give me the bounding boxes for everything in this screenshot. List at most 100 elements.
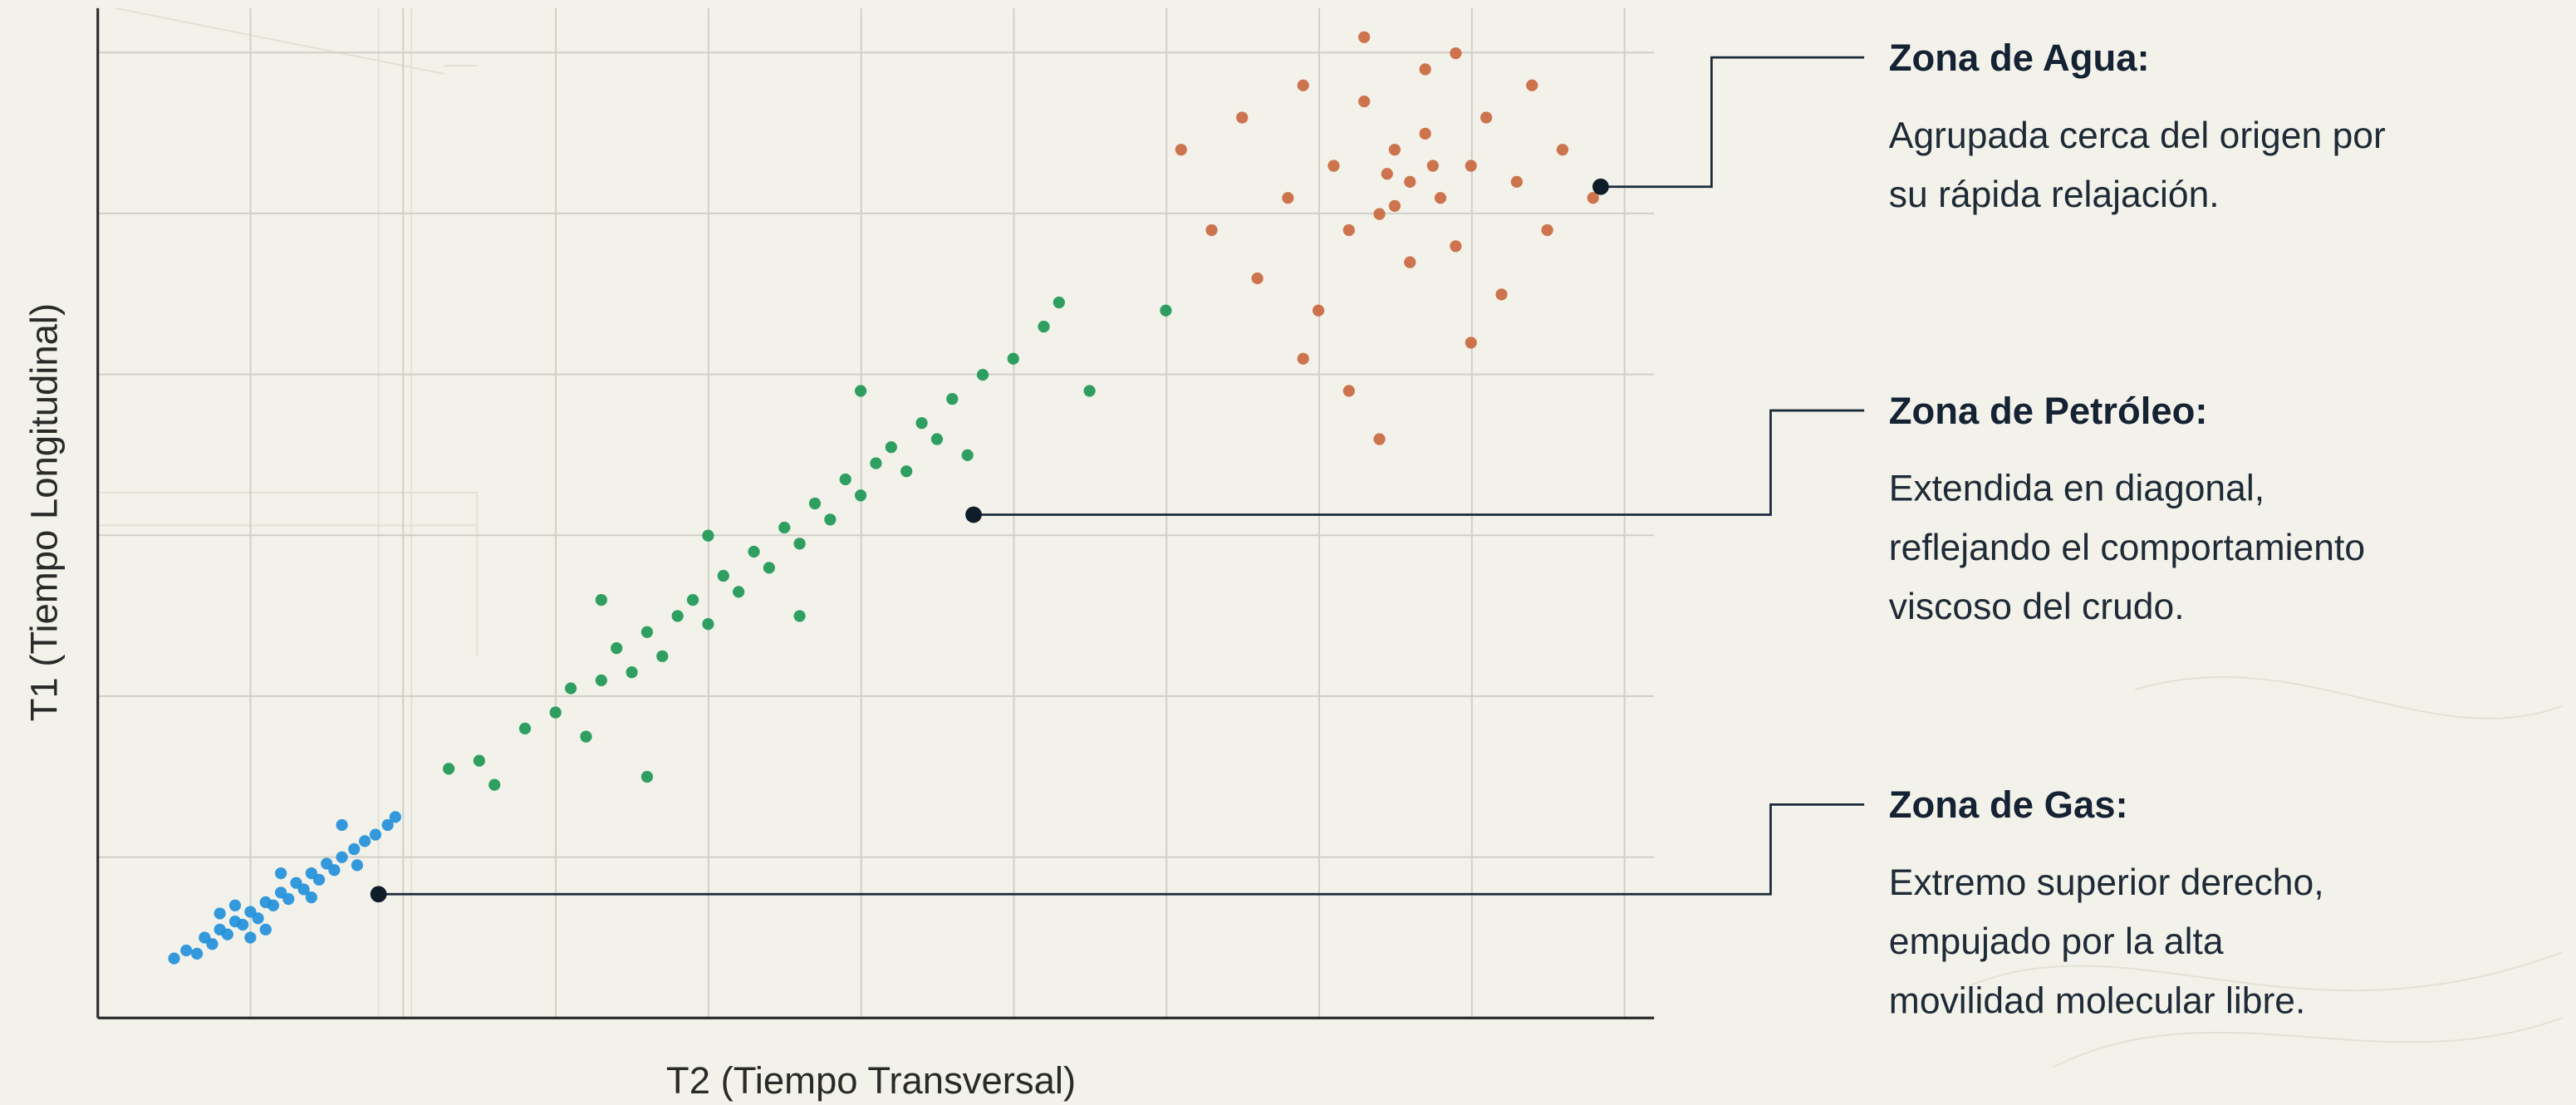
scatter-point xyxy=(351,859,364,872)
scatter-point xyxy=(1251,272,1263,285)
grid xyxy=(97,7,1655,1019)
scatter-point xyxy=(518,722,532,735)
scatter-point xyxy=(1342,385,1355,397)
scatter-point xyxy=(369,828,382,841)
scatter-point xyxy=(1297,79,1309,91)
scatter-point xyxy=(1160,304,1172,317)
scatter-point xyxy=(1327,160,1340,172)
annotation-text: reflejando el comportamiento xyxy=(1889,528,2365,568)
scatter-point xyxy=(1526,79,1538,91)
scatter-point xyxy=(180,944,193,957)
scatter-point xyxy=(1388,199,1401,213)
scatter-point xyxy=(1205,223,1218,237)
scatter-point xyxy=(1358,31,1371,43)
points xyxy=(168,31,1599,965)
scatter-point xyxy=(854,489,867,502)
scatter-point xyxy=(1038,320,1050,333)
scatter-point xyxy=(733,586,745,598)
scatter-point xyxy=(671,610,684,622)
scatter-point xyxy=(1404,256,1416,268)
scatter-point xyxy=(1419,63,1431,76)
scatter-point xyxy=(778,521,791,534)
scatter-point xyxy=(1434,192,1447,204)
scatter-point xyxy=(808,497,822,510)
scatter-point xyxy=(359,835,371,847)
annotation-text: viscoso del crudo. xyxy=(1889,587,2185,627)
scatter-point xyxy=(946,393,959,405)
scatter-point xyxy=(267,899,280,911)
scatter-point xyxy=(1510,175,1524,189)
scatter-point xyxy=(793,610,806,622)
scatter-point xyxy=(1373,433,1386,445)
y-axis-label: T1 (Tiempo Longitudinal) xyxy=(22,303,65,721)
annotation-dot xyxy=(370,886,387,903)
scatter-point xyxy=(1556,144,1569,156)
scatter-point xyxy=(763,562,776,574)
leader-line xyxy=(1600,56,1865,189)
scatter-point xyxy=(275,867,287,880)
scatter-point xyxy=(961,449,974,462)
scatter-point xyxy=(1313,304,1325,317)
scatter-point xyxy=(870,457,882,469)
scatter-point xyxy=(1358,96,1371,108)
scatter-point xyxy=(1480,111,1493,124)
annotation-text: Extremo superior derecho, xyxy=(1889,862,2324,903)
scatter-point xyxy=(1450,47,1462,60)
scatter-point xyxy=(389,811,402,823)
scatter-point xyxy=(748,545,760,558)
scatter-point xyxy=(1541,223,1553,237)
scatter-point xyxy=(915,417,928,430)
scatter-point xyxy=(305,891,317,904)
x-axis-label: T2 (Tiempo Transversal) xyxy=(666,1059,1076,1102)
scatter-point xyxy=(1175,144,1187,156)
scatter-point xyxy=(595,593,607,607)
scatter-point xyxy=(244,931,257,944)
scatter-point xyxy=(443,763,455,775)
scatter-point xyxy=(237,918,249,931)
scatter-point xyxy=(206,938,218,950)
annotation-text: movilidad molecular libre. xyxy=(1889,980,2306,1021)
scatter-point xyxy=(1419,127,1431,140)
scatter-point xyxy=(1282,192,1294,204)
scatter-point xyxy=(640,626,654,638)
annotations: Zona de Agua: Agrupada cerca del origen p… xyxy=(370,37,2386,1021)
scatter-point xyxy=(686,593,699,607)
scatter-point xyxy=(488,778,501,791)
leader-line xyxy=(378,803,1865,896)
scatter-point xyxy=(656,650,669,662)
scatter-point xyxy=(900,465,913,478)
scatter-point xyxy=(336,818,348,832)
scatter-point xyxy=(473,754,486,767)
scatter-point xyxy=(839,473,851,486)
scatter-point xyxy=(1404,175,1416,189)
scatter-point xyxy=(1426,160,1439,172)
scatter-point xyxy=(702,617,714,631)
scatter-point xyxy=(221,928,233,940)
scatter-point xyxy=(1007,352,1019,365)
scatter-point xyxy=(611,642,623,655)
scatter-point xyxy=(1450,240,1462,253)
scatter-point xyxy=(336,851,348,863)
scatter-point xyxy=(580,730,592,743)
scatter-point xyxy=(549,706,562,719)
scatter-point xyxy=(885,441,897,454)
scatter-point xyxy=(1465,336,1477,349)
scatter-point xyxy=(348,842,361,856)
scatter-point xyxy=(1587,192,1599,204)
scatter-point xyxy=(1236,111,1249,124)
scatter-point xyxy=(312,873,326,886)
scatter-point xyxy=(297,883,310,896)
scatter-point xyxy=(930,433,944,445)
scatter-point xyxy=(824,513,837,526)
scatter-point xyxy=(1465,160,1477,172)
scatter-point xyxy=(328,864,341,877)
annotation-dot xyxy=(1592,178,1609,195)
leader-line xyxy=(974,409,1865,516)
scatter-point xyxy=(640,770,654,783)
background-decoration xyxy=(99,7,2563,1068)
scatter-point xyxy=(595,674,607,686)
scatter-point xyxy=(213,907,226,920)
scatter-point xyxy=(381,818,394,832)
